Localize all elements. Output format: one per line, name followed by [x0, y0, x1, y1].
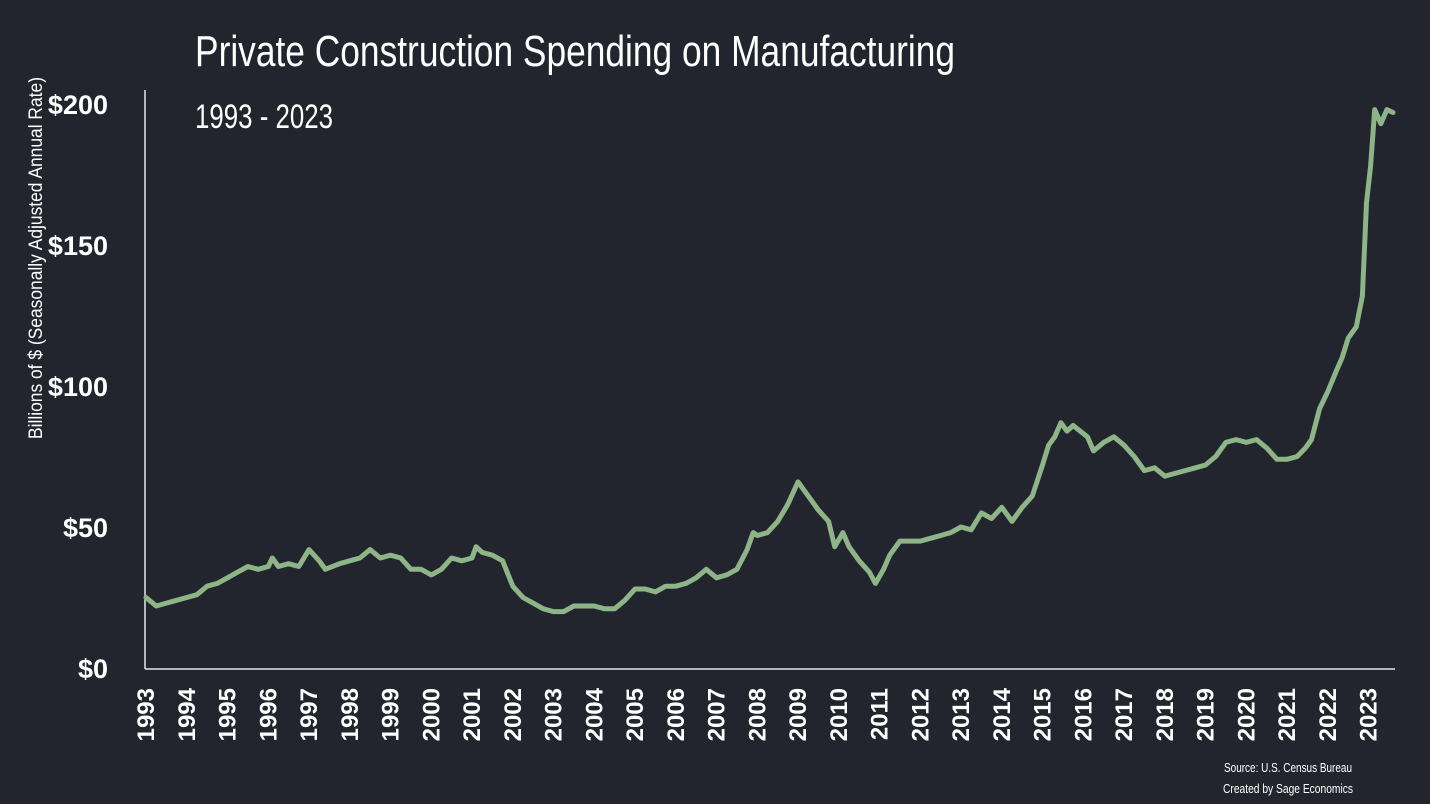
y-tick-label: $100	[48, 372, 108, 402]
x-tick-label: 2015	[1030, 688, 1057, 741]
x-tick-label: 1997	[296, 688, 323, 741]
x-tick-label: 2000	[418, 688, 445, 741]
credit-note: Created by Sage Economics	[1223, 781, 1353, 796]
source-note: Source: U.S. Census Bureau	[1224, 760, 1352, 775]
x-tick-label: 2019	[1193, 688, 1220, 741]
x-tick-label: 1998	[337, 688, 364, 741]
x-tick-label: 2001	[459, 688, 486, 741]
x-tick-label: 2016	[1070, 688, 1097, 741]
x-tick-label: 2018	[1152, 688, 1179, 741]
chart-title: Private Construction Spending on Manufac…	[195, 27, 955, 76]
x-tick-label: 1994	[174, 687, 201, 741]
x-tick-label: 2003	[541, 688, 568, 741]
data-line	[143, 107, 1396, 615]
x-tick-label: 2004	[581, 687, 608, 741]
x-tick-label: 2007	[704, 688, 731, 741]
x-tick-label: 2009	[785, 688, 812, 741]
x-tick-label: 1999	[378, 688, 405, 741]
x-tick-label: 2010	[826, 688, 853, 741]
x-tick-label: 2012	[907, 688, 934, 741]
chart-subtitle: 1993 - 2023	[195, 98, 333, 136]
x-tick-label: 2008	[744, 688, 771, 741]
x-tick-label: 1995	[215, 688, 242, 741]
x-tick-label: 2017	[1111, 688, 1138, 741]
x-tick-label: 1993	[133, 688, 160, 741]
x-tick-label: 2021	[1274, 688, 1301, 741]
y-tick-label: $0	[78, 654, 108, 684]
y-tick-label: $150	[48, 231, 108, 261]
x-tick-label: 2020	[1233, 688, 1260, 741]
x-tick-label: 2002	[500, 688, 527, 741]
x-tick-label: 2014	[989, 687, 1016, 741]
x-tick-label: 2005	[622, 688, 649, 741]
y-tick-label: $50	[63, 513, 108, 543]
y-tick-label: $200	[48, 90, 108, 120]
x-tick-label: 2006	[663, 688, 690, 741]
x-tick-label: 2013	[948, 688, 975, 741]
y-axis-title: Billions of $ (Seasonally Adjusted Annua…	[26, 77, 47, 439]
x-tick-label: 2022	[1315, 688, 1342, 741]
x-tick-label: 2011	[867, 688, 894, 740]
x-tick-label: 2023	[1356, 688, 1383, 741]
x-tick-label: 1996	[255, 688, 282, 741]
